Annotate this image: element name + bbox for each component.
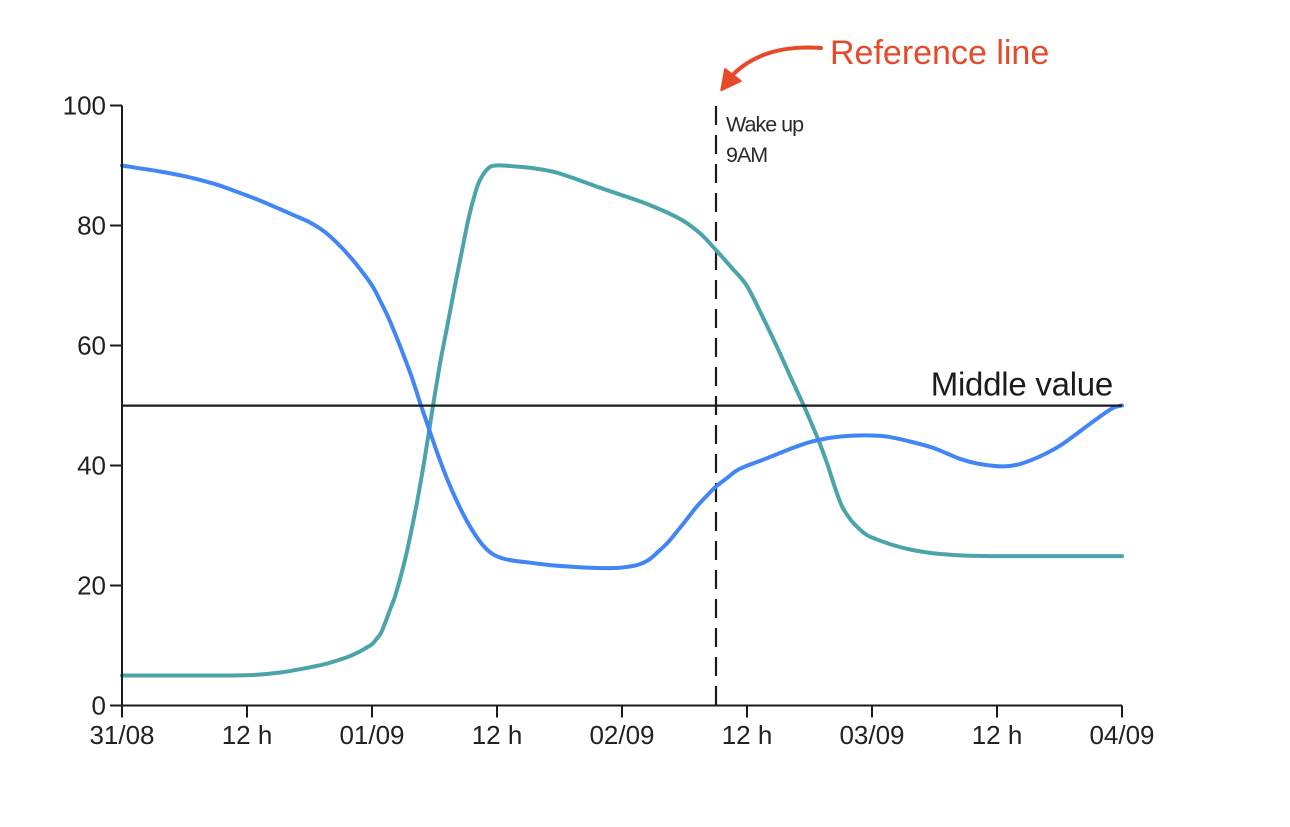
svg-text:03/09: 03/09 — [839, 720, 904, 750]
svg-text:20: 20 — [77, 571, 106, 601]
svg-text:60: 60 — [77, 331, 106, 361]
svg-text:02/09: 02/09 — [589, 720, 654, 750]
svg-text:12 h: 12 h — [222, 720, 273, 750]
svg-text:100: 100 — [63, 91, 106, 121]
svg-text:0: 0 — [92, 691, 106, 721]
svg-text:31/08: 31/08 — [89, 720, 154, 750]
svg-text:04/09: 04/09 — [1089, 720, 1154, 750]
svg-text:80: 80 — [77, 211, 106, 241]
svg-text:12 h: 12 h — [972, 720, 1023, 750]
svg-text:12 h: 12 h — [472, 720, 523, 750]
svg-text:12 h: 12 h — [722, 720, 773, 750]
svg-text:Middle value: Middle value — [931, 365, 1113, 402]
svg-text:01/09: 01/09 — [339, 720, 404, 750]
svg-text:40: 40 — [77, 451, 106, 481]
svg-text:Reference line: Reference line — [830, 34, 1049, 72]
svg-text:9AM: 9AM — [726, 143, 767, 167]
svg-text:Wake up: Wake up — [726, 113, 804, 137]
